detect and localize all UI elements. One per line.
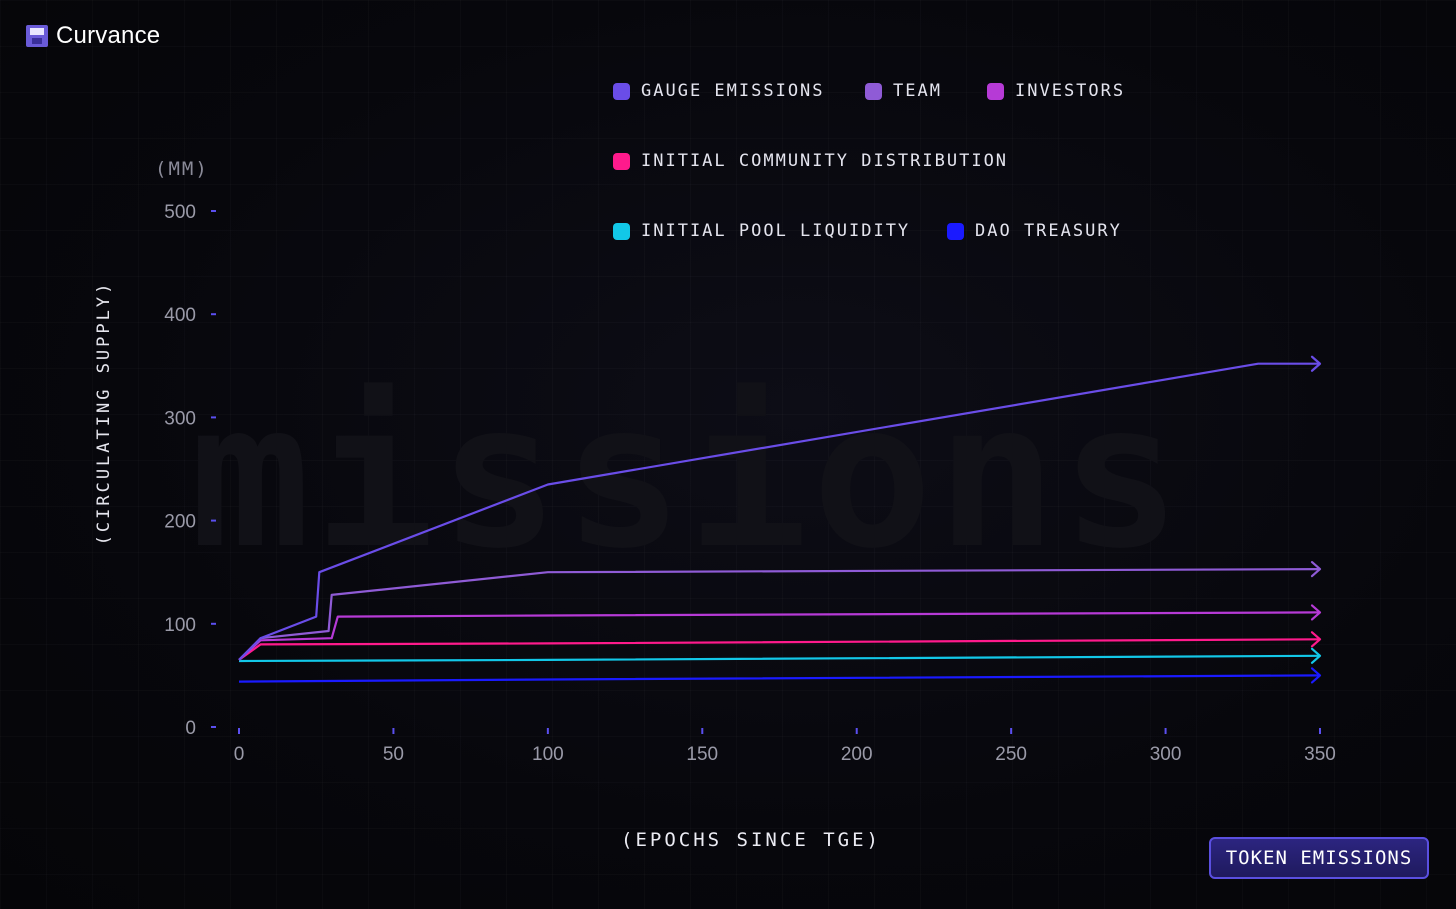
legend-swatch-investors <box>987 82 1004 100</box>
brand: Curvance <box>26 22 160 50</box>
legend-label-gauge-emissions: GAUGE EMISSIONS <box>641 81 825 101</box>
series-arrowhead-gauge-emissions <box>1310 355 1322 372</box>
brand-name: Curvance <box>56 22 161 49</box>
series-arrowhead-team <box>1310 561 1322 578</box>
y-axis-unit: (MM) <box>155 158 209 180</box>
y-tick-label: 500 <box>164 202 196 223</box>
legend-label-dao-treasury: DAO TREASURY <box>975 221 1122 241</box>
x-tick-label: 350 <box>1304 744 1336 765</box>
legend-item-team: TEAM <box>865 81 942 101</box>
legend-item-investors: INVESTORS <box>987 81 1125 101</box>
series-arrowhead-initial-community-distribution <box>1310 631 1322 648</box>
series-arrowhead-initial-pool-liquidity <box>1310 647 1322 664</box>
y-tick-label: 100 <box>164 615 196 636</box>
legend-swatch-team <box>865 82 882 100</box>
x-tick-label: 150 <box>686 744 718 765</box>
y-tick-label: 0 <box>185 718 196 739</box>
series-line-initial-community-distribution <box>238 638 1321 661</box>
floppy-disk-icon <box>26 25 48 47</box>
legend-label-initial-pool-liquidity: INITIAL POOL LIQUIDITY <box>641 221 911 241</box>
legend-swatch-initial-pool-liquidity <box>613 222 630 240</box>
legend-swatch-initial-community-distribution <box>613 152 630 170</box>
series-arrowhead-dao-treasury <box>1310 667 1322 684</box>
token-emissions-badge: TOKEN EMISSIONS <box>1209 837 1429 879</box>
emissions-watermark: missions <box>190 360 1186 593</box>
series-line-investors <box>238 611 1321 661</box>
legend-label-team: TEAM <box>893 81 942 101</box>
legend-swatch-gauge-emissions <box>613 82 630 100</box>
x-tick-label: 0 <box>234 744 245 765</box>
x-tick-label: 200 <box>841 744 873 765</box>
x-tick-label: 250 <box>995 744 1027 765</box>
legend-label-initial-community-distribution: INITIAL COMMUNITY DISTRIBUTION <box>641 151 1009 171</box>
y-tick-label: 400 <box>164 305 196 326</box>
series-line-initial-pool-liquidity <box>238 654 1321 663</box>
series-arrowhead-investors <box>1310 604 1322 621</box>
legend-item-initial-pool-liquidity: INITIAL POOL LIQUIDITY <box>613 221 910 241</box>
x-axis-label: (EPOCHS SINCE TGE) <box>621 829 881 851</box>
x-tick-label: 100 <box>532 744 564 765</box>
y-tick-label: 300 <box>164 408 196 429</box>
legend-item-dao-treasury: DAO TREASURY <box>947 221 1122 241</box>
series-line-dao-treasury <box>238 674 1321 683</box>
x-tick-label: 50 <box>383 744 404 765</box>
legend-swatch-dao-treasury <box>947 222 964 240</box>
legend-item-gauge-emissions: GAUGE EMISSIONS <box>613 81 825 101</box>
legend-label-investors: INVESTORS <box>1015 81 1126 101</box>
y-tick-label: 200 <box>164 512 196 533</box>
legend-item-initial-community-distribution: INITIAL COMMUNITY DISTRIBUTION <box>613 151 1008 171</box>
x-tick-label: 300 <box>1150 744 1182 765</box>
series-line-gauge-emissions <box>238 362 1320 661</box>
